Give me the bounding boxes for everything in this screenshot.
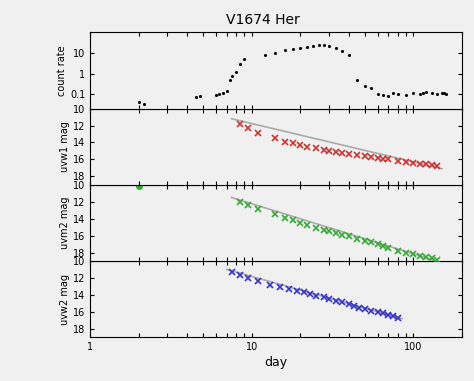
Point	[368, 85, 375, 91]
Point	[354, 77, 361, 83]
Point	[212, 92, 219, 98]
Point	[320, 42, 328, 48]
Point	[440, 90, 448, 96]
Point	[135, 99, 143, 106]
Point	[236, 61, 243, 67]
Point	[390, 90, 397, 96]
Point	[315, 42, 323, 48]
Y-axis label: count rate: count rate	[57, 45, 67, 96]
Y-axis label: uvm2 mag: uvm2 mag	[60, 197, 70, 249]
Point	[428, 90, 436, 96]
Point	[281, 47, 289, 53]
Point	[419, 90, 427, 96]
Point	[297, 45, 304, 51]
Point	[310, 43, 317, 49]
Point	[374, 91, 382, 97]
Point	[346, 52, 353, 58]
Point	[241, 56, 248, 62]
Point	[402, 92, 410, 98]
Point	[140, 101, 147, 107]
Point	[361, 83, 369, 89]
Point	[422, 89, 430, 95]
Y-axis label: uvw2 mag: uvw2 mag	[60, 274, 70, 325]
Point	[216, 91, 223, 97]
Point	[272, 50, 279, 56]
Point	[410, 90, 417, 96]
Point	[332, 45, 339, 51]
Point	[196, 93, 204, 99]
Point	[443, 91, 450, 97]
Text: V1674 Her: V1674 Her	[226, 13, 300, 27]
Point	[394, 91, 401, 97]
Point	[384, 93, 392, 99]
Point	[416, 91, 424, 97]
Point	[226, 77, 234, 83]
Point	[192, 94, 200, 101]
Point	[261, 52, 268, 58]
X-axis label: day: day	[264, 356, 288, 369]
Point	[433, 91, 441, 97]
Point	[338, 48, 346, 54]
Point	[379, 92, 387, 98]
Point	[289, 46, 297, 52]
Y-axis label: uvw1 mag: uvw1 mag	[60, 121, 70, 172]
Point	[303, 44, 311, 50]
Point	[223, 88, 230, 94]
Point	[438, 90, 446, 96]
Point	[228, 72, 236, 78]
Point	[219, 90, 227, 96]
Point	[325, 43, 333, 49]
Point	[232, 69, 240, 75]
